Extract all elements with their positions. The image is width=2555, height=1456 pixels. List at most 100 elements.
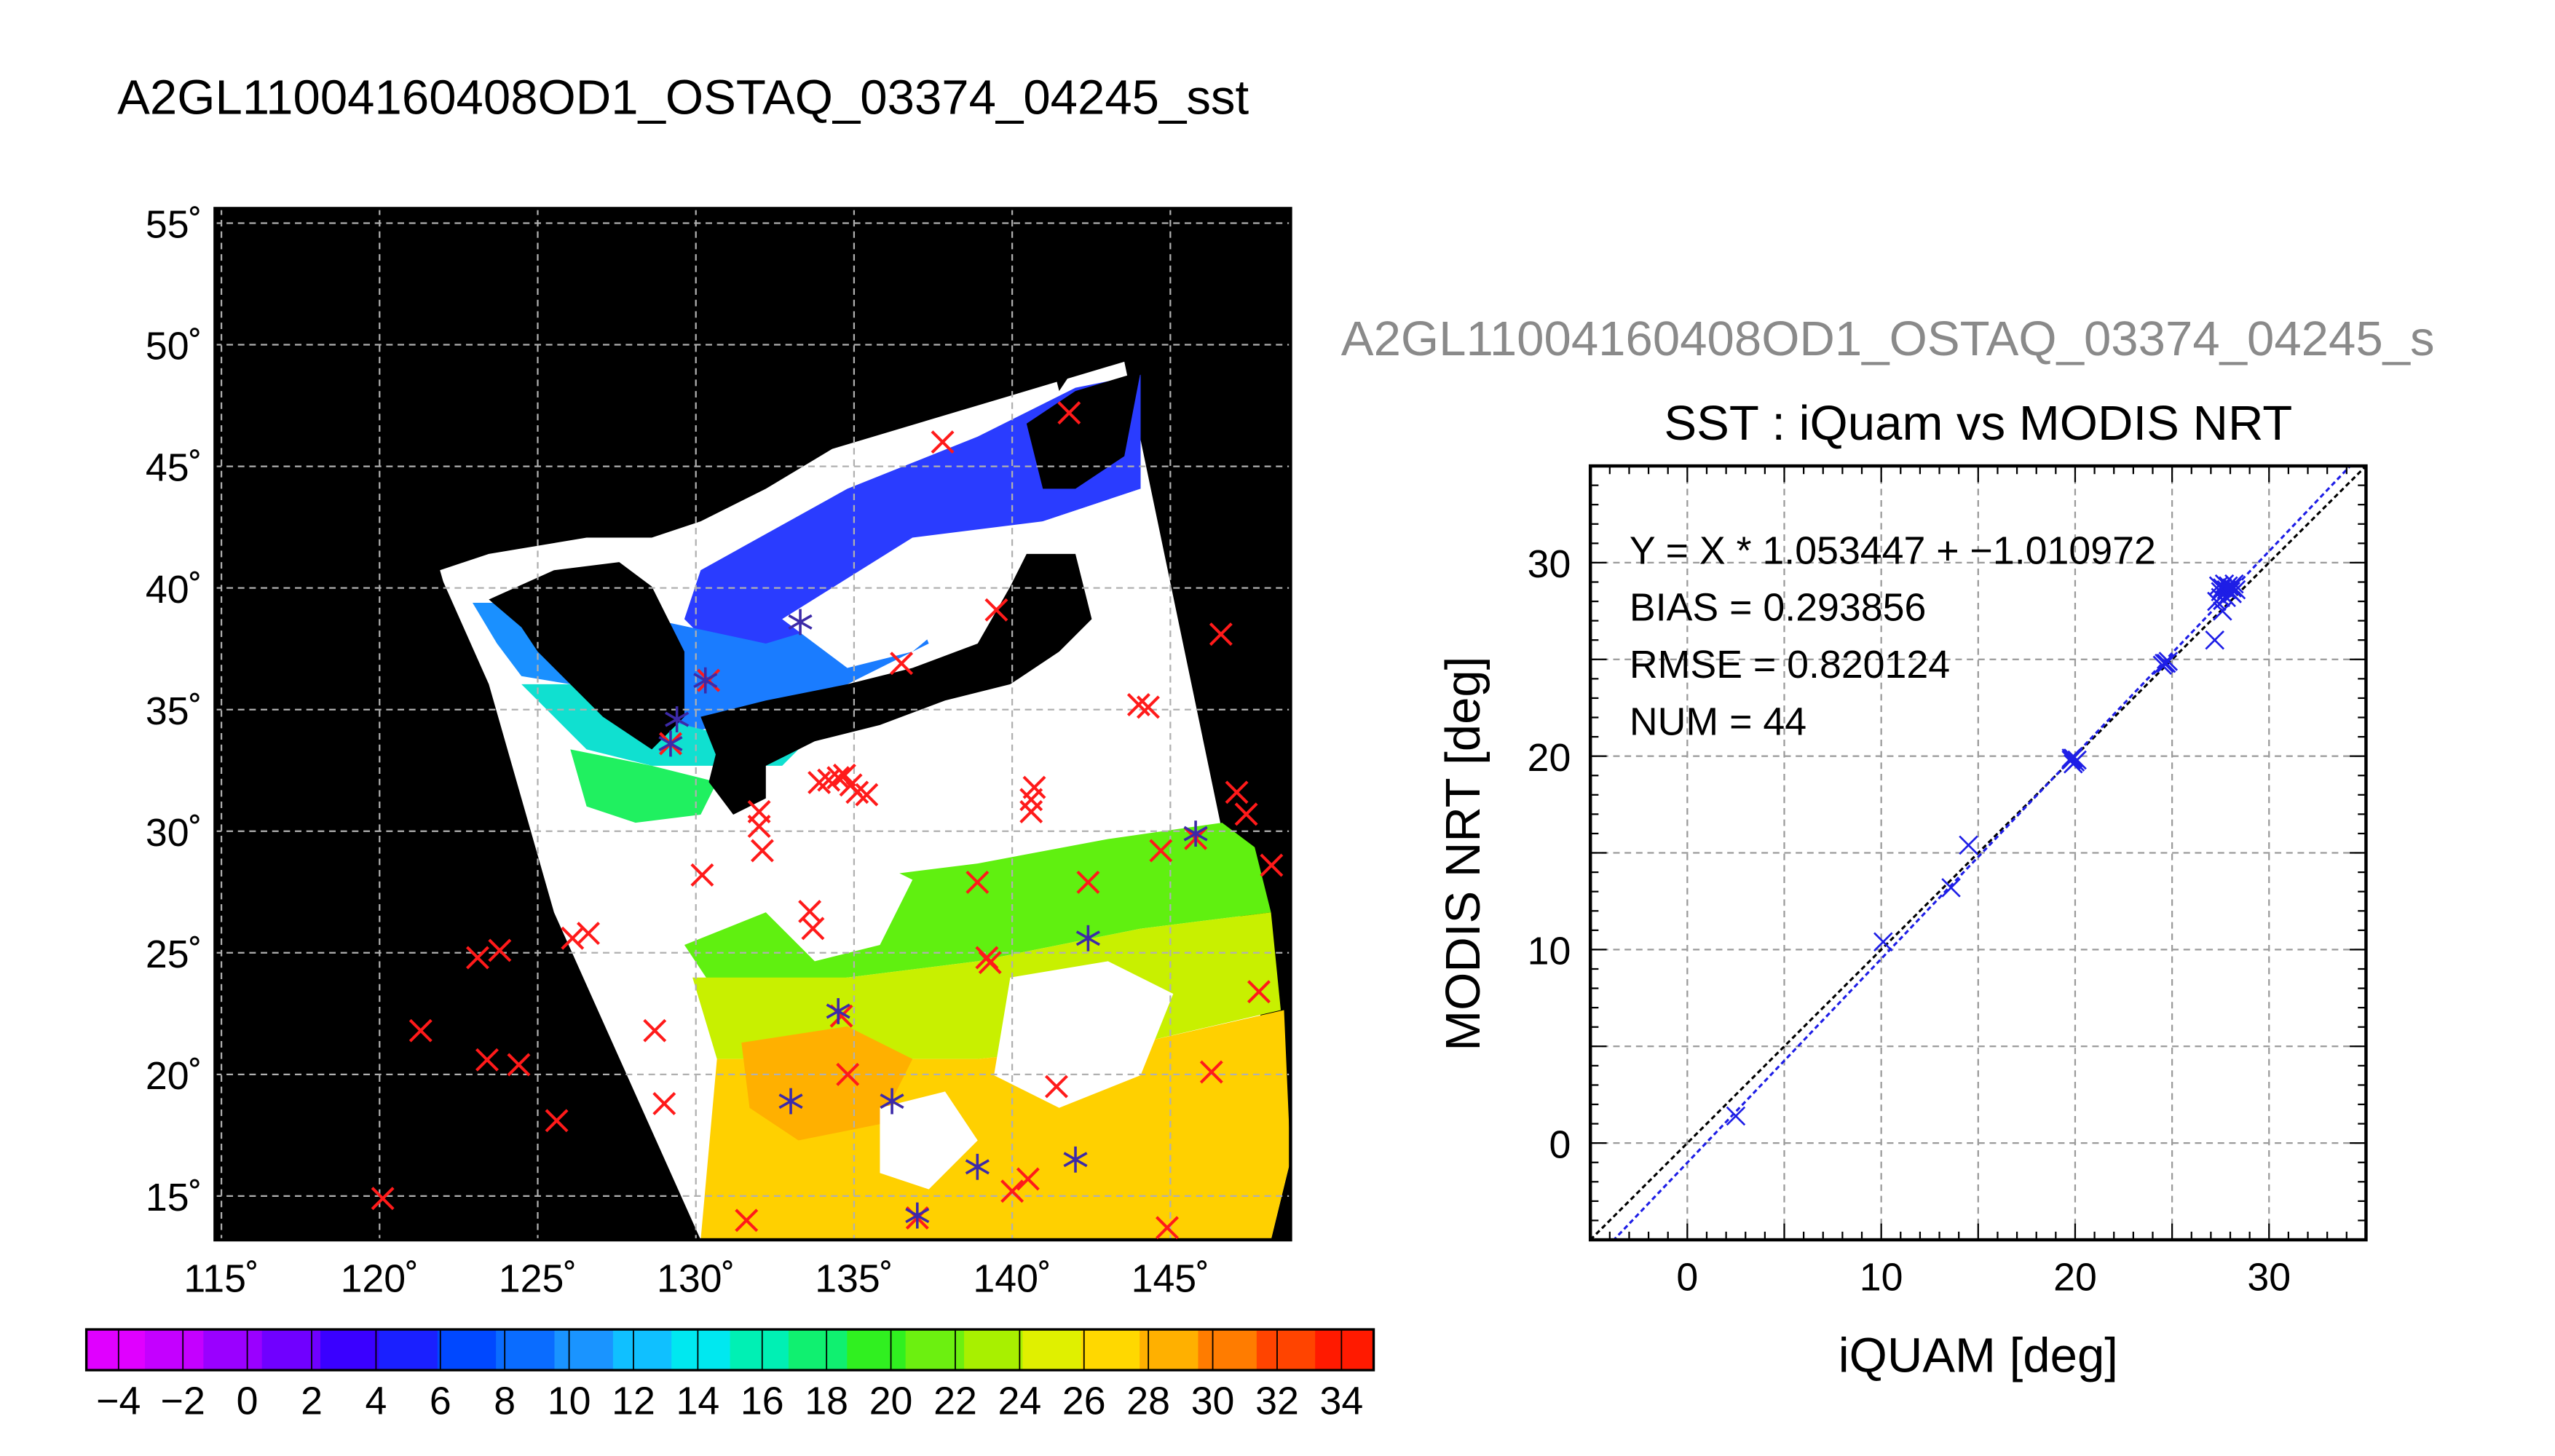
observation-red-marker — [1156, 1216, 1179, 1240]
observation-red-marker — [507, 1053, 531, 1077]
observation-red-marker — [577, 922, 600, 946]
observation-red-marker — [807, 770, 832, 794]
observation-red-marker — [1234, 802, 1258, 826]
scatter-y-tick-label: 10 — [1528, 930, 1571, 973]
scatter-statistics: Y = X * 1.053447 + −1.010972 BIAS = 0.293… — [1630, 529, 2156, 743]
land-japan-honshu — [700, 553, 1092, 766]
map-y-tick-label: 45˚ — [146, 446, 202, 490]
colorbar-cell — [847, 1329, 907, 1371]
colorbar-cell — [730, 1329, 790, 1371]
observation-red-marker — [690, 863, 714, 887]
observation-red-marker — [643, 1018, 667, 1042]
land-china-coast — [215, 208, 1076, 1241]
observation-red-marker — [1057, 401, 1081, 425]
scatter-point — [2064, 748, 2083, 768]
sst-field-japan-sea — [684, 374, 1141, 652]
colorbar-tick-label: −4 — [96, 1379, 141, 1423]
observation-blue-marker — [905, 1202, 930, 1229]
figure-title: A2GL11004160408OD1_OSTAQ_03374_04245_sst — [117, 71, 1249, 126]
observation-red-marker — [545, 1109, 569, 1133]
observation-red-marker — [371, 1187, 395, 1211]
scatter-point — [2152, 655, 2173, 676]
observation-red-marker — [561, 926, 585, 950]
colorbar-cell — [379, 1329, 438, 1371]
colorbar-tick-label: 30 — [1191, 1379, 1235, 1423]
scatter-points — [1726, 574, 2246, 1126]
colorbar-tick-label: 20 — [869, 1379, 913, 1423]
colorbar-tick-label: 12 — [612, 1379, 655, 1423]
scatter-x-tick-label: 30 — [2247, 1255, 2291, 1299]
observation-red-marker — [931, 430, 955, 454]
map-y-tick-label: 30˚ — [146, 811, 202, 855]
scatter-y-axis-label: MODIS NRT [deg] — [1436, 657, 1490, 1051]
scatter-minor-ticks — [1590, 464, 2367, 1241]
colorbar-tick-label: 24 — [998, 1379, 1042, 1423]
colorbar-cell — [1315, 1329, 1375, 1371]
colorbar-cell — [203, 1329, 263, 1371]
map-y-tick-label: 50˚ — [146, 325, 202, 368]
scatter-y-tick-label: 0 — [1549, 1123, 1571, 1166]
land-sakhalin — [1043, 261, 1108, 392]
scatter-point — [2205, 630, 2224, 650]
map-y-tick-labels: 55˚ 50˚ 45˚ 40˚ 35˚ 30˚ 25˚ 20˚ 15˚ — [146, 203, 202, 1219]
scatter-point — [2213, 601, 2232, 621]
observation-blue-marker — [788, 609, 813, 636]
observation-blue-marker — [658, 730, 683, 757]
scatter-y-tick-label: 20 — [1528, 736, 1571, 780]
observation-red-marker — [1209, 622, 1233, 646]
colorbar-cell — [554, 1329, 614, 1371]
scatter-x-tick-label: 20 — [2053, 1255, 2097, 1299]
observation-red-marker — [826, 766, 850, 790]
scatter-point — [2216, 587, 2236, 608]
colorbar-tick-label: 4 — [365, 1379, 387, 1423]
observation-red-marker — [750, 839, 774, 863]
map-y-tick-label: 35˚ — [146, 689, 202, 733]
colorbar-tick-label: 8 — [494, 1379, 516, 1423]
colorbar-tick-label: 22 — [933, 1379, 977, 1423]
observation-blue-marker — [1075, 925, 1100, 951]
colorbar-cell — [1140, 1329, 1199, 1371]
colorbar-cell — [671, 1329, 731, 1371]
observation-red-marker — [1022, 775, 1046, 799]
colorbar-cell — [1256, 1329, 1316, 1371]
observation-red-marker — [488, 938, 512, 962]
land-hokkaido — [1026, 371, 1141, 489]
observation-blue-marker — [1183, 820, 1208, 847]
colorbar-cell — [144, 1329, 205, 1371]
colorbar-frame — [84, 1328, 1375, 1372]
scatter-stat-line: BIAS = 0.293856 — [1630, 586, 1926, 630]
map-y-tick-label: 55˚ — [146, 203, 202, 247]
land-kyushu — [708, 749, 766, 815]
scatter-y-tick-labels: 0 10 20 30 — [1528, 542, 1571, 1166]
observations-blue — [658, 609, 1208, 1229]
colorbar-cell — [86, 1329, 146, 1371]
map-x-tick-label: 115˚ — [183, 1257, 258, 1301]
observation-red-marker — [1136, 695, 1160, 719]
colorbar-tick-label: 6 — [430, 1379, 451, 1423]
colorbar-tick-label: 18 — [805, 1379, 848, 1423]
map-y-tick-label: 15˚ — [146, 1176, 202, 1219]
map-x-tick-labels: 115˚ 120˚ 125˚ 130˚ 135˚ 140˚ 145˚ — [183, 1257, 1209, 1301]
scatter-x-tick-labels: 0 10 20 30 — [1676, 1255, 2291, 1299]
observation-blue-marker — [826, 998, 850, 1024]
scatter-point — [2061, 748, 2081, 768]
scatter-point — [1726, 1106, 1746, 1126]
cloud-patch — [880, 1091, 978, 1190]
observation-red-marker — [1000, 1179, 1024, 1203]
cloud-patch — [765, 847, 913, 962]
scatter-point — [1873, 932, 1893, 952]
colorbar-cell — [320, 1329, 380, 1371]
observation-red-marker — [1199, 1060, 1223, 1084]
map-x-tick-label: 130˚ — [657, 1257, 735, 1301]
observation-red-marker — [1076, 870, 1100, 894]
observation-red-marker — [855, 783, 879, 807]
observation-blue-marker — [1063, 1146, 1088, 1173]
scatter-point — [2226, 579, 2246, 600]
observation-red-marker — [408, 1018, 433, 1042]
observation-red-marker — [1225, 780, 1249, 804]
scatter-point — [2067, 750, 2087, 770]
colorbar-tick-label: 26 — [1062, 1379, 1106, 1423]
map-x-tick-label: 135˚ — [815, 1257, 893, 1301]
map-y-tick-label: 20˚ — [146, 1054, 202, 1098]
